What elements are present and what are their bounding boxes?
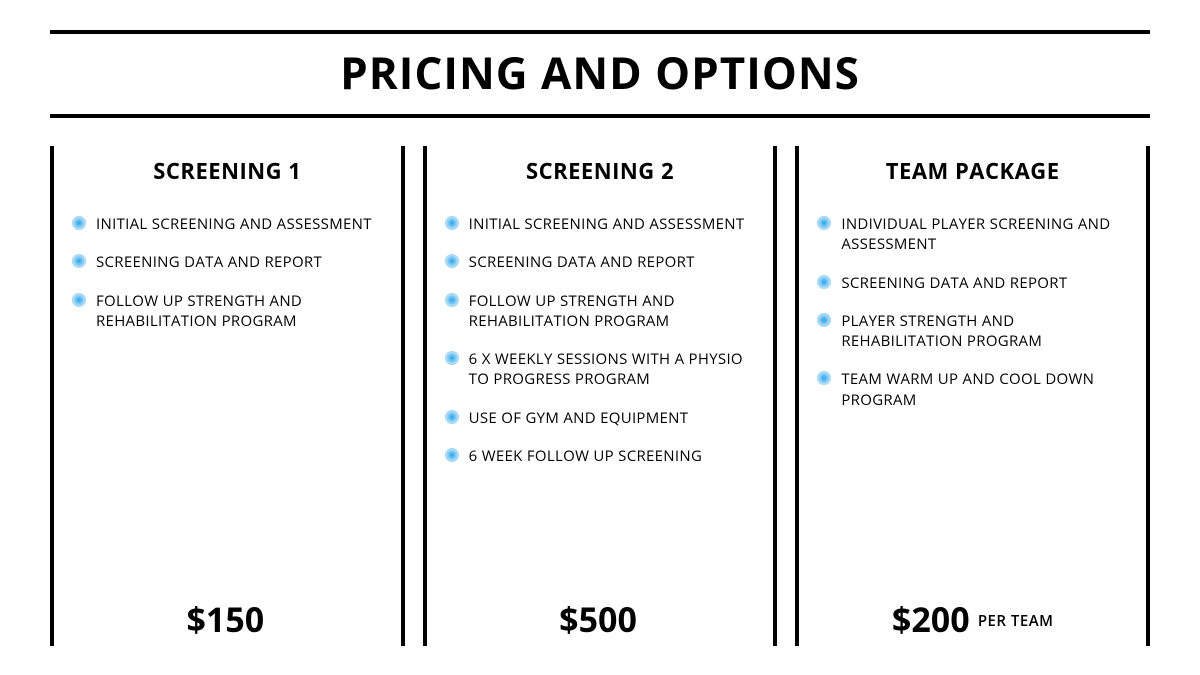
bullet-icon [445, 351, 459, 365]
pricing-page: PRICING AND OPTIONS SCREENING 1 INITIAL … [0, 0, 1200, 666]
feature-text: FOLLOW UP STRENGTH AND REHABILITATION PR… [96, 291, 383, 332]
bullet-icon [72, 254, 86, 268]
bullet-icon [817, 313, 831, 327]
price-value: $500 [559, 596, 637, 642]
column-title: SCREENING 2 [445, 156, 756, 186]
feature-list: INITIAL SCREENING AND ASSESSMENT SCREENI… [445, 214, 756, 484]
column-title: TEAM PACKAGE [817, 156, 1128, 186]
list-item: SCREENING DATA AND REPORT [817, 273, 1128, 293]
bullet-icon [817, 371, 831, 385]
feature-text: INITIAL SCREENING AND ASSESSMENT [96, 214, 372, 234]
bullet-icon [445, 448, 459, 462]
price-suffix: PER TEAM [978, 611, 1054, 631]
feature-text: SCREENING DATA AND REPORT [841, 273, 1067, 293]
list-item: 6 WEEK FOLLOW UP SCREENING [445, 446, 756, 466]
price-row: $150 [72, 588, 383, 646]
list-item: INITIAL SCREENING AND ASSESSMENT [445, 214, 756, 234]
bullet-icon [72, 293, 86, 307]
list-item: SCREENING DATA AND REPORT [72, 252, 383, 272]
pricing-column-screening-2: SCREENING 2 INITIAL SCREENING AND ASSESS… [423, 146, 778, 646]
feature-text: PLAYER STRENGTH AND REHABILITATION PROGR… [841, 311, 1128, 352]
list-item: FOLLOW UP STRENGTH AND REHABILITATION PR… [72, 291, 383, 332]
bullet-icon [817, 216, 831, 230]
list-item: USE OF GYM AND EQUIPMENT [445, 408, 756, 428]
feature-text: USE OF GYM AND EQUIPMENT [469, 408, 689, 428]
feature-text: TEAM WARM UP AND COOL DOWN PROGRAM [841, 369, 1128, 410]
price-row: $500 [445, 588, 756, 646]
feature-list: INDIVIDUAL PLAYER SCREENING AND ASSESSME… [817, 214, 1128, 428]
list-item: TEAM WARM UP AND COOL DOWN PROGRAM [817, 369, 1128, 410]
list-item: INITIAL SCREENING AND ASSESSMENT [72, 214, 383, 234]
feature-text: SCREENING DATA AND REPORT [96, 252, 322, 272]
list-item: SCREENING DATA AND REPORT [445, 252, 756, 272]
list-item: FOLLOW UP STRENGTH AND REHABILITATION PR… [445, 291, 756, 332]
bullet-icon [445, 293, 459, 307]
list-item: PLAYER STRENGTH AND REHABILITATION PROGR… [817, 311, 1128, 352]
bullet-icon [445, 410, 459, 424]
pricing-column-team-package: TEAM PACKAGE INDIVIDUAL PLAYER SCREENING… [795, 146, 1150, 646]
page-title: PRICING AND OPTIONS [50, 42, 1150, 102]
feature-text: 6 X WEEKLY SESSIONS WITH A PHYSIO TO PRO… [469, 349, 756, 390]
pricing-columns: SCREENING 1 INITIAL SCREENING AND ASSESS… [50, 146, 1150, 646]
feature-list: INITIAL SCREENING AND ASSESSMENT SCREENI… [72, 214, 383, 349]
price-row: $200 PER TEAM [817, 588, 1128, 646]
bullet-icon [445, 254, 459, 268]
bullet-icon [817, 275, 831, 289]
bullet-icon [445, 216, 459, 230]
pricing-column-screening-1: SCREENING 1 INITIAL SCREENING AND ASSESS… [50, 146, 405, 646]
feature-text: SCREENING DATA AND REPORT [469, 252, 695, 272]
column-title: SCREENING 1 [72, 156, 383, 186]
bullet-icon [72, 216, 86, 230]
feature-text: INITIAL SCREENING AND ASSESSMENT [469, 214, 745, 234]
price-value: $150 [186, 596, 264, 642]
feature-text: INDIVIDUAL PLAYER SCREENING AND ASSESSME… [841, 214, 1128, 255]
feature-text: FOLLOW UP STRENGTH AND REHABILITATION PR… [469, 291, 756, 332]
feature-text: 6 WEEK FOLLOW UP SCREENING [469, 446, 703, 466]
list-item: 6 X WEEKLY SESSIONS WITH A PHYSIO TO PRO… [445, 349, 756, 390]
list-item: INDIVIDUAL PLAYER SCREENING AND ASSESSME… [817, 214, 1128, 255]
price-value: $200 [892, 596, 970, 642]
title-banner: PRICING AND OPTIONS [50, 30, 1150, 118]
